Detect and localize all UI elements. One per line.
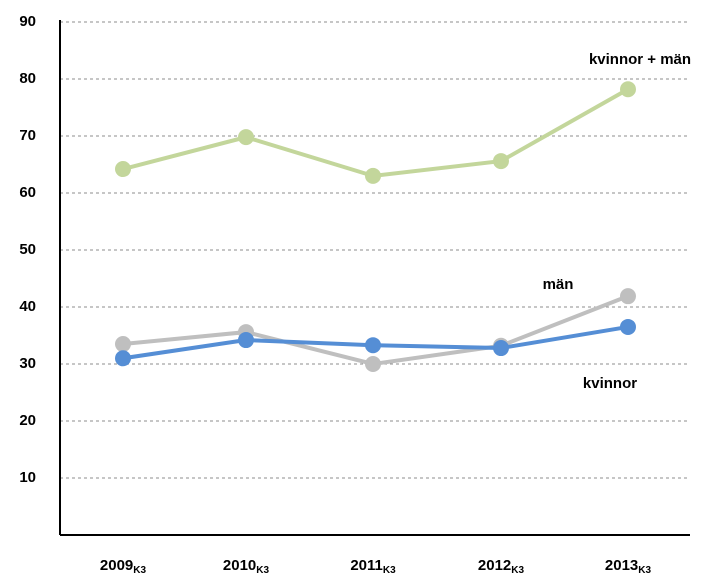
series-line — [122, 294, 629, 367]
x-tick-subscript: K3 — [133, 565, 146, 576]
x-tick-year: 2011 — [350, 557, 383, 574]
x-tick-year: 2010 — [223, 557, 256, 574]
x-tick-label: 2012K3 — [478, 557, 525, 576]
y-tick-label: 80 — [19, 70, 36, 87]
series-line — [122, 87, 629, 178]
x-tick-subscript: K3 — [256, 565, 269, 576]
x-tick-label: 2013K3 — [605, 557, 652, 576]
x-tick-subscript: K3 — [638, 565, 651, 576]
data-point — [115, 161, 131, 178]
x-tick-label: 2009K3 — [100, 557, 147, 576]
x-tick-label: 2010K3 — [223, 557, 270, 576]
data-point — [365, 167, 381, 184]
series-label: kvinnor — [583, 375, 637, 392]
data-point — [365, 356, 381, 372]
x-tick-subscript: K3 — [383, 565, 396, 576]
y-tick-label: 10 — [19, 469, 36, 486]
series-label: kvinnor + män — [589, 51, 691, 68]
y-tick-label: 90 — [19, 13, 36, 30]
data-point — [115, 350, 131, 367]
data-point — [115, 336, 131, 353]
data-point — [620, 81, 636, 98]
y-tick-label: 70 — [19, 127, 36, 144]
y-tick-label: 60 — [19, 184, 36, 201]
data-point — [493, 340, 509, 357]
x-tick-label: 2011K3 — [350, 557, 396, 576]
y-tick-label: 40 — [19, 298, 36, 315]
data-point — [238, 129, 254, 146]
data-point — [365, 337, 381, 354]
data-point — [493, 153, 509, 170]
data-point — [620, 318, 636, 335]
x-tick-year: 2013 — [605, 557, 638, 574]
y-tick-label: 30 — [19, 355, 36, 372]
y-tick-label: 50 — [19, 241, 36, 258]
x-tick-year: 2009 — [100, 557, 133, 574]
data-point — [238, 332, 254, 349]
x-tick-subscript: K3 — [511, 565, 524, 576]
series-label: män — [543, 276, 574, 293]
data-point — [620, 288, 636, 305]
x-tick-year: 2012 — [478, 557, 511, 574]
y-tick-label: 20 — [19, 412, 36, 429]
